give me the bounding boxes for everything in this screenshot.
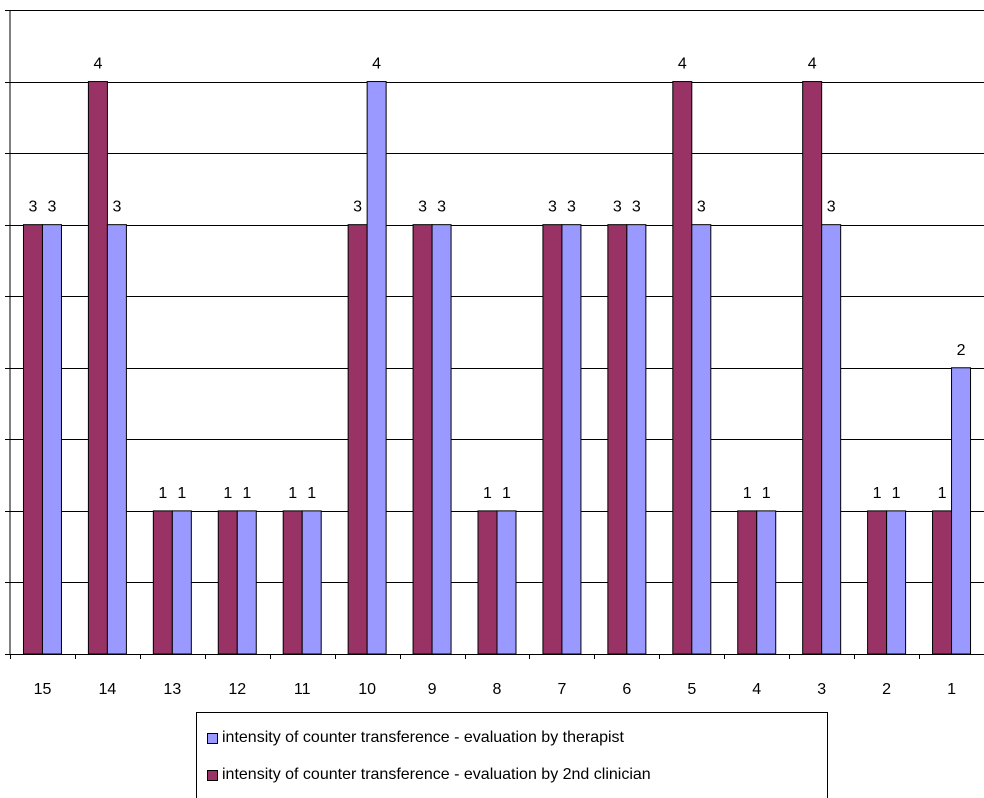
bar: [737, 510, 758, 655]
data-label: 3: [827, 199, 836, 216]
bar: [821, 224, 842, 655]
bar: [626, 224, 647, 655]
x-tick-label: 14: [99, 681, 117, 698]
data-label: 2: [957, 342, 966, 359]
data-label: 1: [158, 485, 167, 502]
bar: [802, 81, 823, 655]
bar: [152, 510, 173, 655]
bar: [431, 224, 452, 655]
data-label: 1: [483, 485, 492, 502]
bar: [22, 224, 43, 655]
data-label: 3: [437, 199, 446, 216]
bar: [886, 510, 907, 655]
bar: [951, 367, 972, 655]
bar: [347, 224, 368, 655]
x-tick-label: 13: [163, 681, 181, 698]
data-label: 3: [48, 199, 57, 216]
legend-item-therapist: intensity of counter transference - eval…: [207, 729, 624, 747]
x-tick-labels: 15 14 13 12 11 10 9 8 7 6 5 4 3 2 1: [34, 681, 957, 698]
x-tick-label: 3: [817, 681, 826, 698]
legend: intensity of counter transference - eval…: [196, 712, 828, 798]
data-label: 1: [242, 485, 251, 502]
bar: [87, 81, 108, 655]
x-tick-label: 8: [493, 681, 502, 698]
x-tick-label: 12: [228, 681, 246, 698]
data-label: 3: [548, 199, 557, 216]
data-label: 1: [938, 485, 947, 502]
bar: [691, 224, 712, 655]
data-label: 3: [29, 199, 38, 216]
bar: [477, 510, 498, 655]
legend-label-therapist: intensity of counter transference - eval…: [222, 729, 624, 746]
data-label: 4: [678, 56, 687, 73]
data-label: 3: [353, 199, 362, 216]
x-tick-label: 5: [687, 681, 696, 698]
legend-swatch-therapist: [207, 732, 218, 744]
bar: [301, 510, 322, 655]
data-label: 4: [372, 56, 381, 73]
data-label: 1: [873, 485, 882, 502]
bar: [867, 510, 888, 655]
bar: [672, 81, 693, 655]
x-tick-label: 9: [428, 681, 437, 698]
bar: [607, 224, 628, 655]
x-tick-label: 11: [294, 681, 311, 698]
data-label: 1: [502, 485, 511, 502]
data-label: 1: [762, 485, 771, 502]
bar: [756, 510, 777, 655]
data-label: 1: [177, 485, 186, 502]
x-tick-label: 4: [752, 681, 761, 698]
bar: [171, 510, 192, 655]
bar: [366, 81, 387, 655]
x-axis: [5, 10, 984, 659]
data-label: 3: [567, 199, 576, 216]
bar: [561, 224, 582, 655]
data-label: 3: [613, 199, 622, 216]
data-label: 3: [418, 199, 427, 216]
data-label: 3: [632, 199, 641, 216]
x-tick-label: 6: [622, 681, 631, 698]
bar: [542, 224, 563, 655]
bar: [412, 224, 433, 655]
data-label: 1: [307, 485, 316, 502]
data-label: 4: [93, 56, 102, 73]
bar: [282, 510, 303, 655]
bar: [236, 510, 257, 655]
x-tick-label: 2: [882, 681, 891, 698]
legend-label-2nd-clinician: intensity of counter transference - eval…: [222, 766, 651, 783]
data-label: 1: [892, 485, 901, 502]
bar: [217, 510, 238, 655]
data-label: 1: [743, 485, 752, 502]
x-tick-label: 15: [34, 681, 52, 698]
bars: [22, 81, 972, 655]
bar: [41, 224, 62, 655]
bar: [496, 510, 517, 655]
legend-swatch-2nd-clinician: [207, 769, 218, 781]
x-tick-label: 7: [557, 681, 566, 698]
data-label: 4: [808, 56, 817, 73]
data-label: 3: [112, 199, 121, 216]
data-label: 3: [697, 199, 706, 216]
x-tick-label: 1: [947, 681, 956, 698]
data-label: 1: [223, 485, 232, 502]
data-label: 1: [288, 485, 297, 502]
bar: [106, 224, 127, 655]
bar: [932, 510, 953, 655]
legend-item-2nd-clinician: intensity of counter transference - eval…: [207, 766, 651, 784]
x-tick-label: 10: [358, 681, 376, 698]
